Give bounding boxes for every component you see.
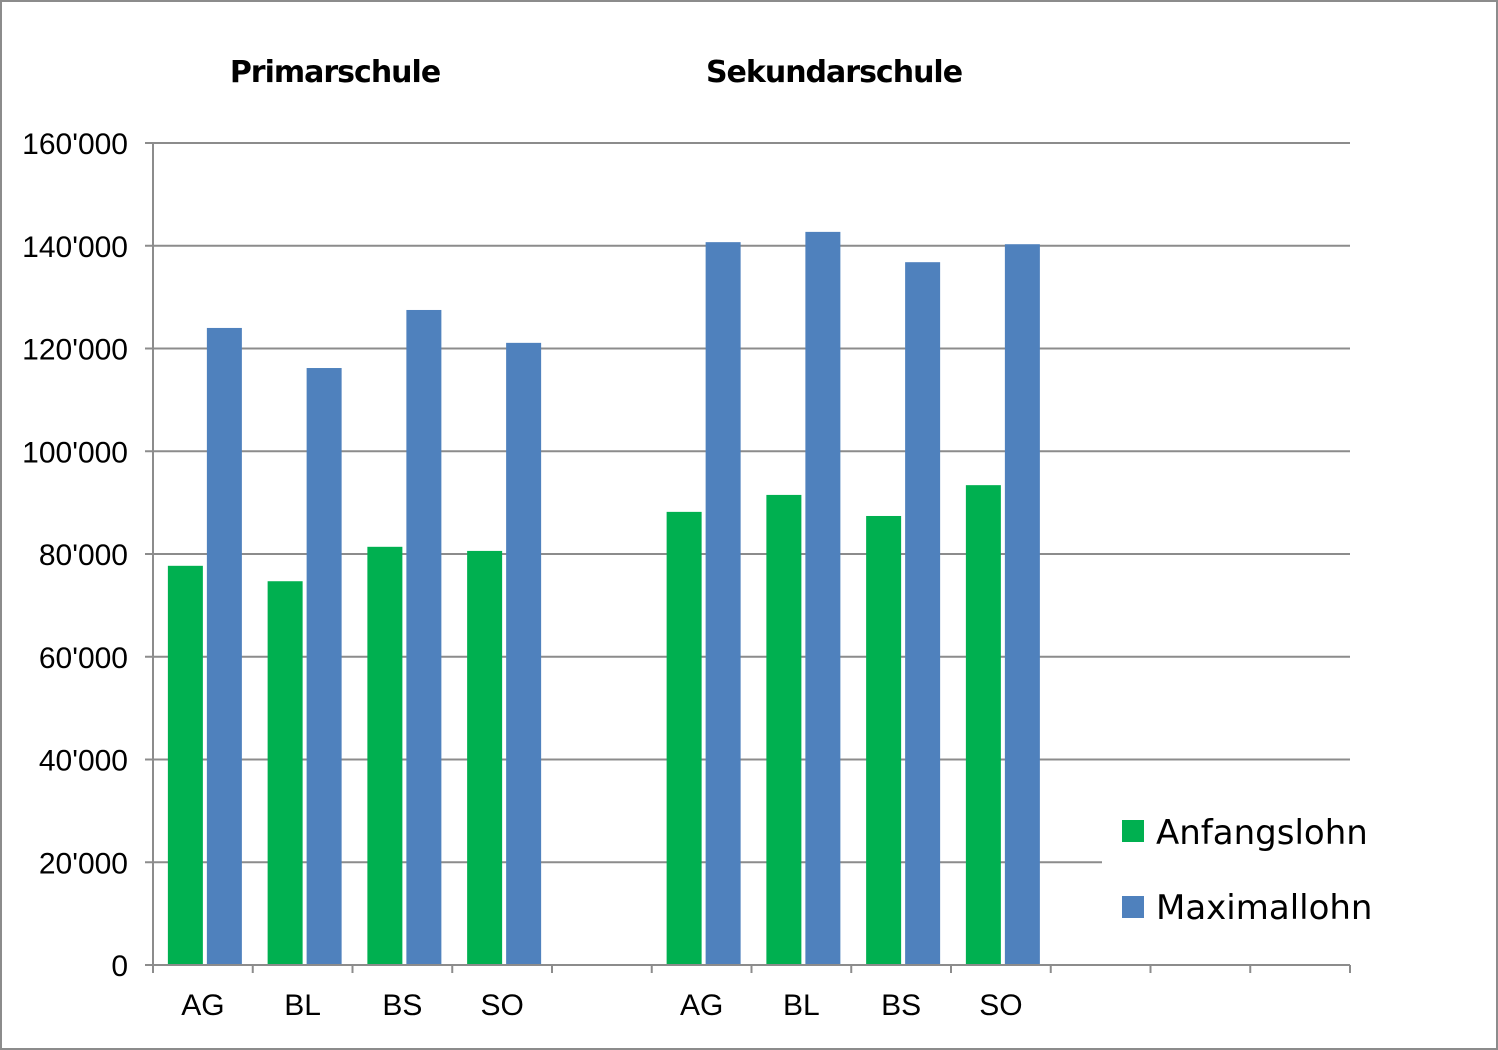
bar-maximallohn-bs [406, 309, 442, 965]
bar-anfangslohn-so [467, 550, 503, 965]
x-tick-label: BL [783, 989, 820, 1022]
bar-anfangslohn-bl [267, 581, 303, 965]
x-tick-label: BS [382, 989, 422, 1022]
y-tick-label: 120'000 [22, 334, 128, 367]
x-tick-label: AG [181, 989, 224, 1022]
bar-maximallohn-ag [705, 242, 741, 965]
y-tick-label: 40'000 [39, 745, 128, 778]
bar-maximallohn-ag [206, 327, 242, 965]
group-title-sekundarschule: Sekundarschule [706, 55, 962, 90]
x-tick-label: AG [680, 989, 723, 1022]
x-tick-label: SO [480, 989, 523, 1022]
bar-maximallohn-so [1004, 244, 1040, 966]
bar-maximallohn-so [506, 342, 542, 965]
y-tick-label: 100'000 [22, 436, 128, 469]
bar-maximallohn-bl [805, 231, 841, 965]
legend-swatch-anfangslohn [1122, 820, 1144, 842]
bar-maximallohn-bs [905, 262, 941, 965]
y-tick-label: 80'000 [39, 539, 128, 572]
group-title-primarschule: Primarschule [230, 55, 440, 90]
bar-anfangslohn-bs [866, 515, 902, 965]
legend-background [1102, 790, 1402, 940]
bar-anfangslohn-ag [167, 565, 203, 965]
bar-anfangslohn-so [965, 485, 1001, 965]
legend-swatch-maximallohn [1122, 896, 1144, 918]
legend-label-anfangslohn: Anfangslohn [1156, 813, 1368, 853]
y-tick-label: 20'000 [39, 847, 128, 880]
x-tick-label: BL [284, 989, 321, 1022]
bar-anfangslohn-bs [367, 546, 403, 965]
y-tick-label: 0 [111, 950, 128, 983]
legend: Anfangslohn Maximallohn [1102, 790, 1402, 940]
x-tick-label: BS [881, 989, 921, 1022]
y-tick-label: 160'000 [22, 128, 128, 161]
bar-anfangslohn-bl [766, 494, 802, 965]
bar-maximallohn-bl [306, 368, 342, 966]
legend-label-maximallohn: Maximallohn [1156, 888, 1372, 928]
bar-anfangslohn-ag [666, 511, 702, 965]
y-tick-label: 140'000 [22, 231, 128, 264]
x-tick-label: SO [979, 989, 1022, 1022]
y-tick-label: 60'000 [39, 642, 128, 675]
